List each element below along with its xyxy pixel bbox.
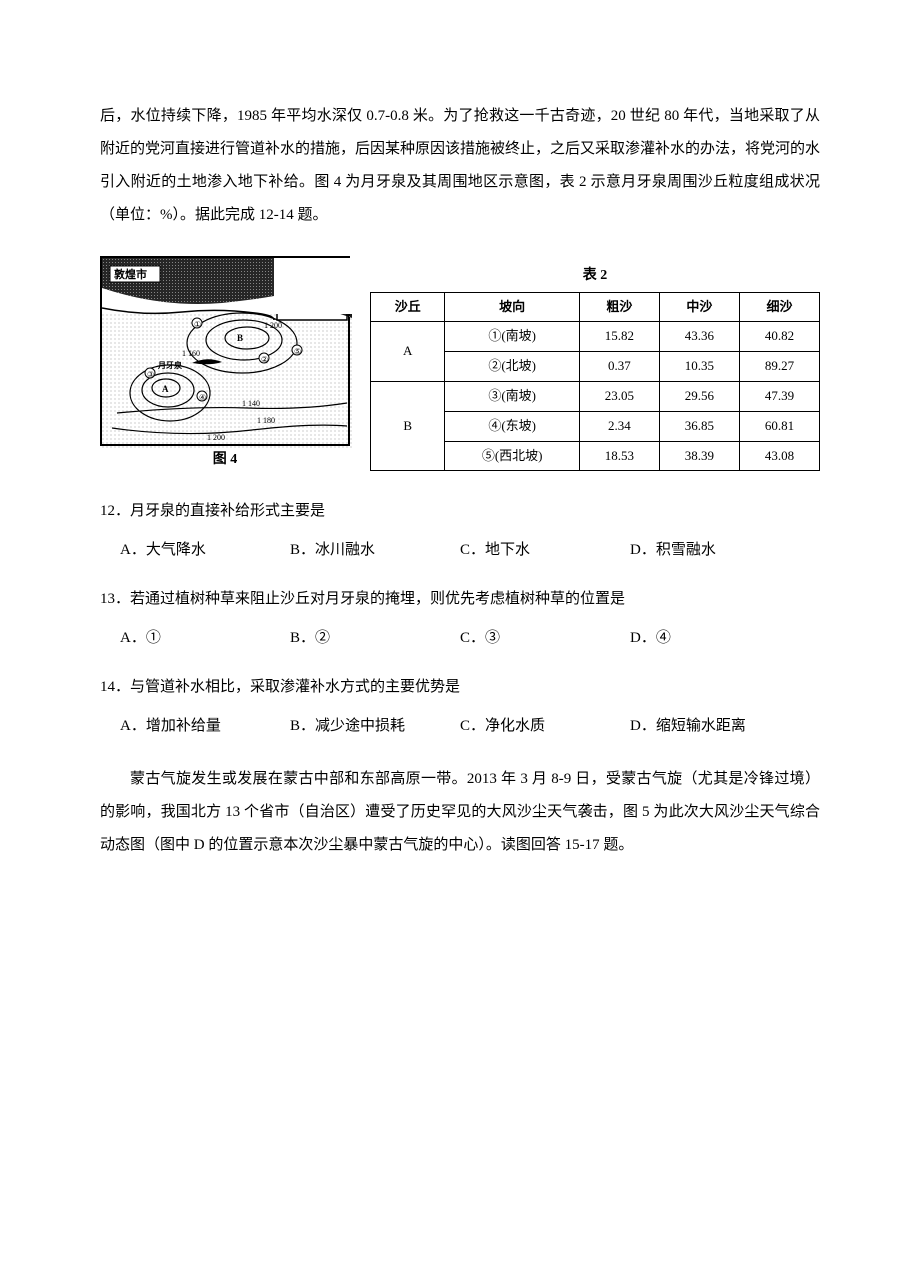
- q14-opt-b[interactable]: B．减少途中损耗: [290, 710, 460, 743]
- table-row: A ①(南坡) 15.82 43.36 40.82: [371, 322, 820, 352]
- svg-text:②: ②: [261, 355, 268, 364]
- svg-text:敦煌市: 敦煌市: [114, 267, 147, 281]
- cell-fine: 89.27: [739, 352, 819, 382]
- figure4-caption: 图 4: [100, 450, 350, 470]
- th-medium: 中沙: [659, 292, 739, 322]
- svg-text:③: ③: [147, 370, 154, 379]
- q12-options: A．大气降水 B．冰川融水 C．地下水 D．积雪融水: [100, 534, 820, 567]
- q13-stem: 13．若通过植树种草来阻止沙丘对月牙泉的掩埋，则优先考虑植树种草的位置是: [100, 583, 820, 616]
- cell-group-a: A: [371, 322, 445, 382]
- q12-opt-c[interactable]: C．地下水: [460, 534, 630, 567]
- q13-options: A．① B．② C．③ D．④: [100, 622, 820, 655]
- cell-coarse: 23.05: [579, 381, 659, 411]
- q14-opt-c[interactable]: C．净化水质: [460, 710, 630, 743]
- svg-text:①: ①: [194, 320, 201, 329]
- cell-coarse: 0.37: [579, 352, 659, 382]
- q13-opt-d[interactable]: D．④: [630, 622, 800, 655]
- svg-text:1 200: 1 200: [207, 433, 225, 442]
- cell-medium: 10.35: [659, 352, 739, 382]
- th-coarse: 粗沙: [579, 292, 659, 322]
- table-header-row: 沙丘 坡向 粗沙 中沙 细沙: [371, 292, 820, 322]
- table-row: B ③(南坡) 23.05 29.56 47.39: [371, 381, 820, 411]
- q12-opt-a[interactable]: A．大气降水: [120, 534, 290, 567]
- cell-medium: 38.39: [659, 441, 739, 471]
- cell-medium: 29.56: [659, 381, 739, 411]
- question-13: 13．若通过植树种草来阻止沙丘对月牙泉的掩埋，则优先考虑植树种草的位置是 A．①…: [100, 583, 820, 655]
- th-slope: 坡向: [445, 292, 579, 322]
- th-dune: 沙丘: [371, 292, 445, 322]
- cell-fine: 47.39: [739, 381, 819, 411]
- cell-slope: ①(南坡): [445, 322, 579, 352]
- cell-fine: 43.08: [739, 441, 819, 471]
- q12-stem: 12．月牙泉的直接补给形式主要是: [100, 495, 820, 528]
- q13-opt-a[interactable]: A．①: [120, 622, 290, 655]
- passage-2: 蒙古气旋发生或发展在蒙古中部和东部高原一带。2013 年 3 月 8-9 日，受…: [100, 763, 820, 862]
- table2-container: 表 2 沙丘 坡向 粗沙 中沙 细沙 A ①(南坡) 15.82 43.36 4…: [370, 256, 820, 471]
- svg-text:1 160: 1 160: [182, 349, 200, 358]
- svg-text:月牙泉: 月牙泉: [157, 360, 183, 370]
- question-12: 12．月牙泉的直接补给形式主要是 A．大气降水 B．冰川融水 C．地下水 D．积…: [100, 495, 820, 567]
- svg-text:A: A: [162, 384, 169, 394]
- cell-coarse: 18.53: [579, 441, 659, 471]
- cell-fine: 40.82: [739, 322, 819, 352]
- cell-medium: 43.36: [659, 322, 739, 352]
- figure-table-row: 敦煌市 图例 绿洲 沙地 等高线/m 敦煌市: [100, 256, 820, 471]
- svg-text:1 200: 1 200: [264, 321, 282, 330]
- svg-text:⑤: ⑤: [294, 347, 301, 356]
- intro-passage: 后，水位持续下降，1985 年平均水深仅 0.7-0.8 米。为了抢救这一千古奇…: [100, 100, 820, 232]
- q14-options: A．增加补给量 B．减少途中损耗 C．净化水质 D．缩短输水距离: [100, 710, 820, 743]
- cell-coarse: 15.82: [579, 322, 659, 352]
- svg-text:B: B: [237, 333, 243, 343]
- q14-opt-d[interactable]: D．缩短输水距离: [630, 710, 800, 743]
- q14-opt-a[interactable]: A．增加补给量: [120, 710, 290, 743]
- table2-caption: 表 2: [370, 266, 820, 286]
- cell-slope: ②(北坡): [445, 352, 579, 382]
- cell-medium: 36.85: [659, 411, 739, 441]
- q12-opt-d[interactable]: D．积雪融水: [630, 534, 800, 567]
- cell-slope: ③(南坡): [445, 381, 579, 411]
- q14-stem: 14．与管道补水相比，采取渗灌补水方式的主要优势是: [100, 671, 820, 704]
- sand-table: 沙丘 坡向 粗沙 中沙 细沙 A ①(南坡) 15.82 43.36 40.82…: [370, 292, 820, 472]
- q12-opt-b[interactable]: B．冰川融水: [290, 534, 460, 567]
- question-14: 14．与管道补水相比，采取渗灌补水方式的主要优势是 A．增加补给量 B．减少途中…: [100, 671, 820, 743]
- th-fine: 细沙: [739, 292, 819, 322]
- figure4-map: 敦煌市 图例 绿洲 沙地 等高线/m 敦煌市: [100, 256, 350, 446]
- figure4-container: 敦煌市 图例 绿洲 沙地 等高线/m 敦煌市: [100, 256, 350, 470]
- svg-text:1 180: 1 180: [257, 416, 275, 425]
- cell-slope: ④(东坡): [445, 411, 579, 441]
- svg-text:1 140: 1 140: [242, 399, 260, 408]
- cell-coarse: 2.34: [579, 411, 659, 441]
- q13-opt-c[interactable]: C．③: [460, 622, 630, 655]
- cell-fine: 60.81: [739, 411, 819, 441]
- cell-group-b: B: [371, 381, 445, 470]
- cell-slope: ⑤(西北坡): [445, 441, 579, 471]
- q13-opt-b[interactable]: B．②: [290, 622, 460, 655]
- svg-text:④: ④: [199, 393, 206, 402]
